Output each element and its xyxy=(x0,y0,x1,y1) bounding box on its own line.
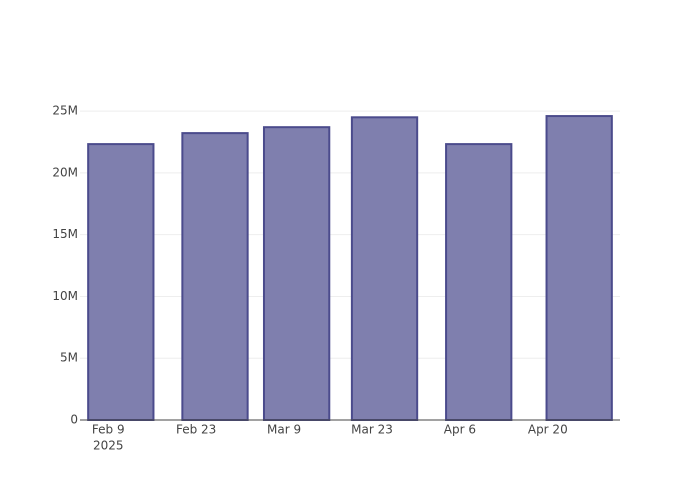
bar xyxy=(87,143,155,422)
x-tick-label: Apr 20 xyxy=(528,423,568,437)
y-tick-label: 20M xyxy=(52,165,78,179)
x-tick-label: Mar 9 xyxy=(267,423,301,437)
y-tick-label: 0 xyxy=(70,413,78,427)
x-tick-label: Feb 9 xyxy=(92,423,125,437)
x-tick-label: Mar 23 xyxy=(351,423,393,437)
bar xyxy=(350,116,419,421)
bar xyxy=(181,132,249,421)
bar xyxy=(262,126,331,422)
bar xyxy=(545,115,613,422)
y-tick-label: 10M xyxy=(52,289,78,303)
x-year-label: 2025 xyxy=(93,439,124,453)
x-tick-label: Feb 23 xyxy=(176,423,216,437)
y-tick-label: 15M xyxy=(52,227,78,241)
y-tick-label: 25M xyxy=(52,104,78,118)
x-tick-label: Apr 6 xyxy=(444,423,476,437)
y-tick-label: 5M xyxy=(60,351,78,365)
bar xyxy=(445,143,513,422)
